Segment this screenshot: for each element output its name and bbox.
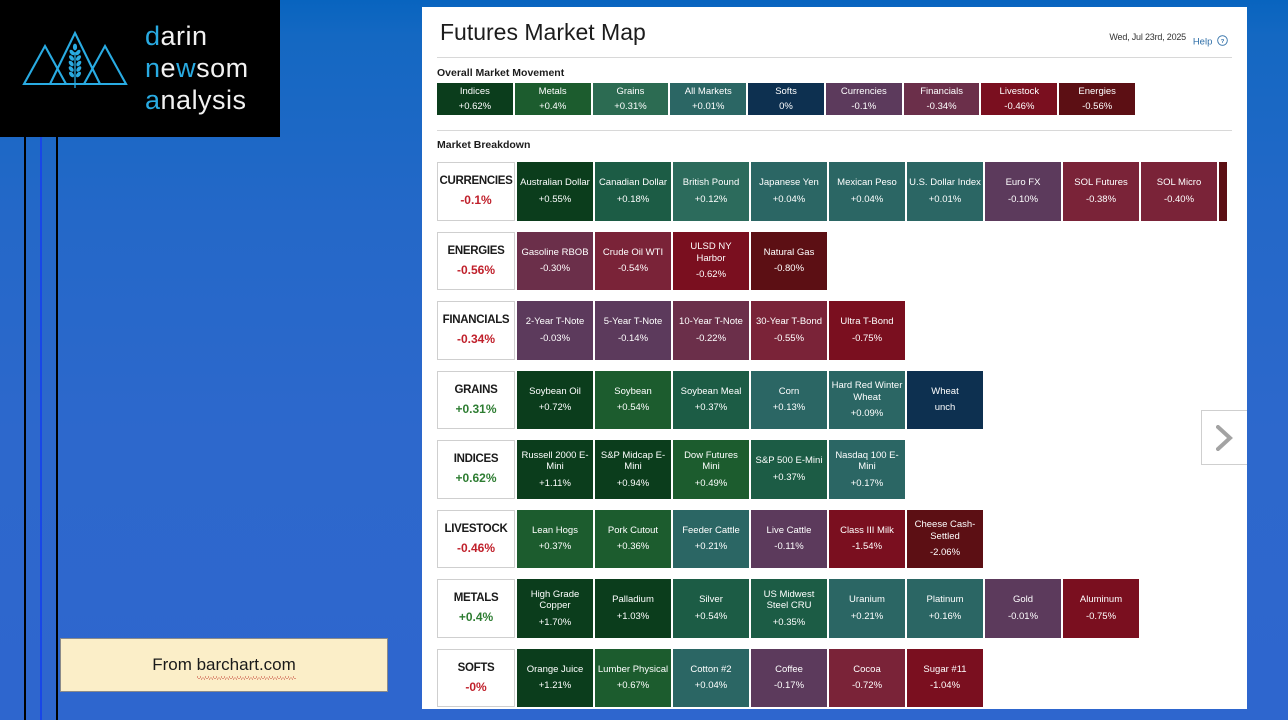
svg-text:?: ? [1221,39,1225,45]
